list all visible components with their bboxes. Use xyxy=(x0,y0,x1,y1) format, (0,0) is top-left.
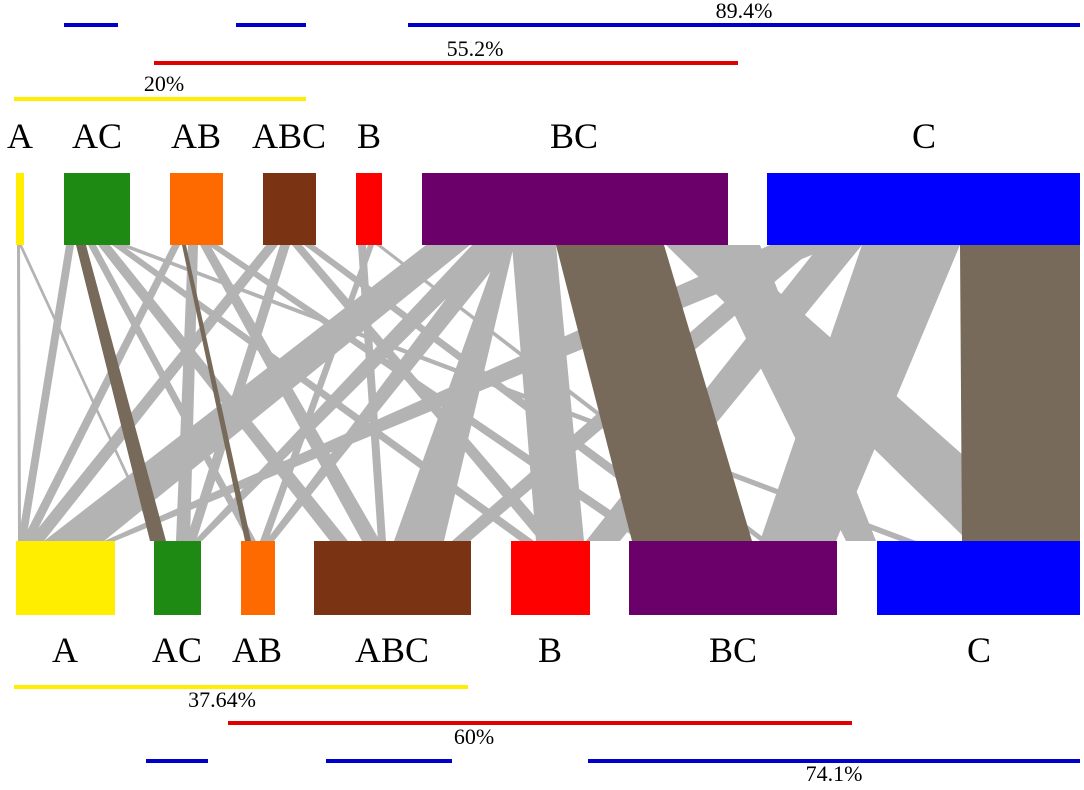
top-label-a: A xyxy=(7,116,33,156)
bottom-node-ac xyxy=(154,541,201,615)
flow-0 xyxy=(19,245,159,541)
bottom-label-b: B xyxy=(538,630,562,670)
top-node-bc xyxy=(422,173,728,245)
flow-24 xyxy=(512,245,584,541)
bottom-label-c: C xyxy=(967,630,991,670)
bottom-labels: A AC AB ABC B BC C xyxy=(52,630,991,670)
bottom-label-ab: AB xyxy=(232,630,282,670)
bottom-brackets: 37.64% 60% 74.1% xyxy=(14,685,1080,786)
flow-8 xyxy=(22,245,180,541)
flow-6 xyxy=(112,245,534,541)
bottom-node-a xyxy=(16,541,115,615)
flow-10 xyxy=(176,245,198,541)
top-node-c xyxy=(767,173,1080,245)
flow-5 xyxy=(98,245,348,541)
bottom-label-a: A xyxy=(52,630,78,670)
top-labels: A AC AB ABC B BC C xyxy=(7,116,936,156)
top-node-a xyxy=(16,173,24,245)
flow-20 xyxy=(44,245,470,541)
top-label-b: B xyxy=(357,116,381,156)
flow-same-25 xyxy=(556,245,752,541)
bottom-node-bc xyxy=(629,541,837,615)
flow-4 xyxy=(88,245,256,541)
top-bracket-blue-label: 89.4% xyxy=(716,0,773,23)
top-node-b xyxy=(356,173,382,245)
flow-2 xyxy=(18,245,74,541)
bottom-bracket-blue-label: 74.1% xyxy=(806,761,863,786)
flow-1 xyxy=(17,245,21,541)
flow-same-9 xyxy=(182,245,251,541)
bottom-label-ac: AC xyxy=(152,630,202,670)
top-label-c: C xyxy=(912,116,936,156)
top-node-ac xyxy=(64,173,130,245)
flows-layer xyxy=(17,245,1080,541)
bottom-node-abc xyxy=(314,541,471,615)
top-bracket-yellow-label: 20% xyxy=(144,71,184,96)
flow-same-3 xyxy=(76,245,166,541)
top-bracket-red-label: 55.2% xyxy=(447,36,504,61)
bottom-node-b xyxy=(511,541,590,615)
top-brackets: 89.4% 55.2% 20% xyxy=(14,0,1080,101)
bottom-label-abc: ABC xyxy=(355,630,429,670)
top-label-ab: AB xyxy=(171,116,221,156)
bottom-bracket-red-label: 60% xyxy=(454,724,494,749)
top-node-ab xyxy=(170,173,223,245)
bottom-node-c xyxy=(877,541,1080,615)
bottom-node-ab xyxy=(241,541,275,615)
flow-11 xyxy=(200,245,380,541)
flow-21 xyxy=(194,245,500,541)
bottom-bracket-yellow-label: 37.64% xyxy=(188,687,256,712)
top-label-bc: BC xyxy=(550,116,598,156)
flow-same-31 xyxy=(960,245,1080,541)
bottom-label-bc: BC xyxy=(709,630,757,670)
nodes-layer xyxy=(16,173,1080,615)
top-label-abc: ABC xyxy=(252,116,326,156)
top-label-ac: AC xyxy=(72,116,122,156)
top-node-abc xyxy=(263,173,316,245)
